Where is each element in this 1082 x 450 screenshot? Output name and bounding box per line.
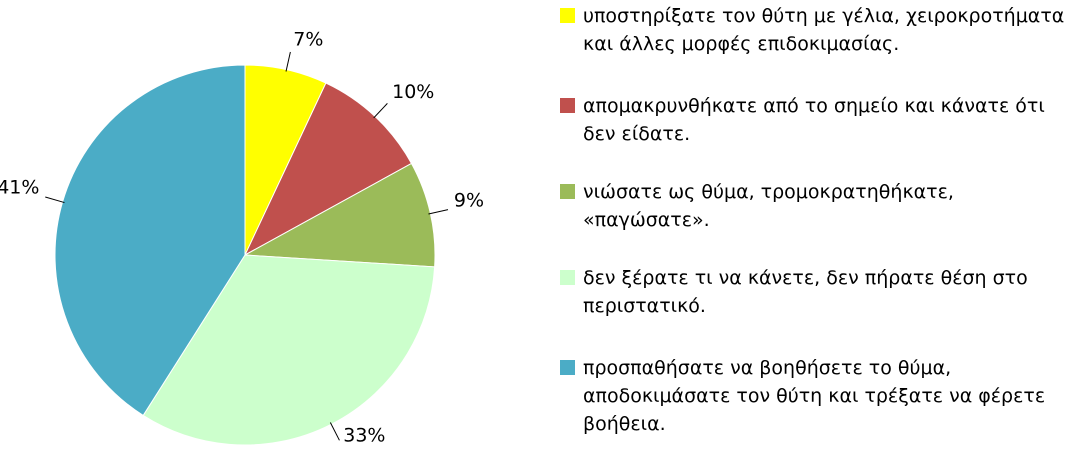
legend-swatch [560,270,575,285]
leader-line [45,196,65,204]
legend-label: νιώσατε ως θύμα, τρομοκρατηθήκατε, «παγώ… [583,181,954,231]
data-label: 9% [454,189,484,211]
legend-item: προσπαθήσατε να βοηθήσετε το θύμα, αποδο… [560,354,1080,438]
legend-swatch [560,98,575,113]
leader-line [329,422,340,441]
legend-label: δεν ξέρατε τι να κάνετε, δεν πήρατε θέση… [583,267,1028,317]
leader-line [285,51,291,72]
legend-swatch [560,8,575,23]
data-label: 33% [343,424,385,446]
data-label: 10% [392,81,434,103]
data-label: 41% [0,176,39,198]
leader-line [373,103,388,119]
legend-item: νιώσατε ως θύμα, τρομοκρατηθήκατε, «παγώ… [560,178,1080,234]
leader-line [428,209,449,215]
legend-item: απομακρυνθήκατε από το σημείο και κάνατε… [560,92,1080,148]
legend-label: προσπαθήσατε να βοηθήσετε το θύμα, αποδο… [583,357,1046,435]
legend-label: απομακρυνθήκατε από το σημείο και κάνατε… [583,95,1045,145]
legend-item: δεν ξέρατε τι να κάνετε, δεν πήρατε θέση… [560,264,1080,320]
legend-swatch [560,184,575,199]
legend-item: υποστηρίξατε τον θύτη με γέλια, χειροκρο… [560,2,1080,58]
legend-label: υποστηρίξατε τον θύτη με γέλια, χειροκρο… [583,5,1065,55]
legend-swatch [560,360,575,375]
data-label: 7% [293,29,323,51]
